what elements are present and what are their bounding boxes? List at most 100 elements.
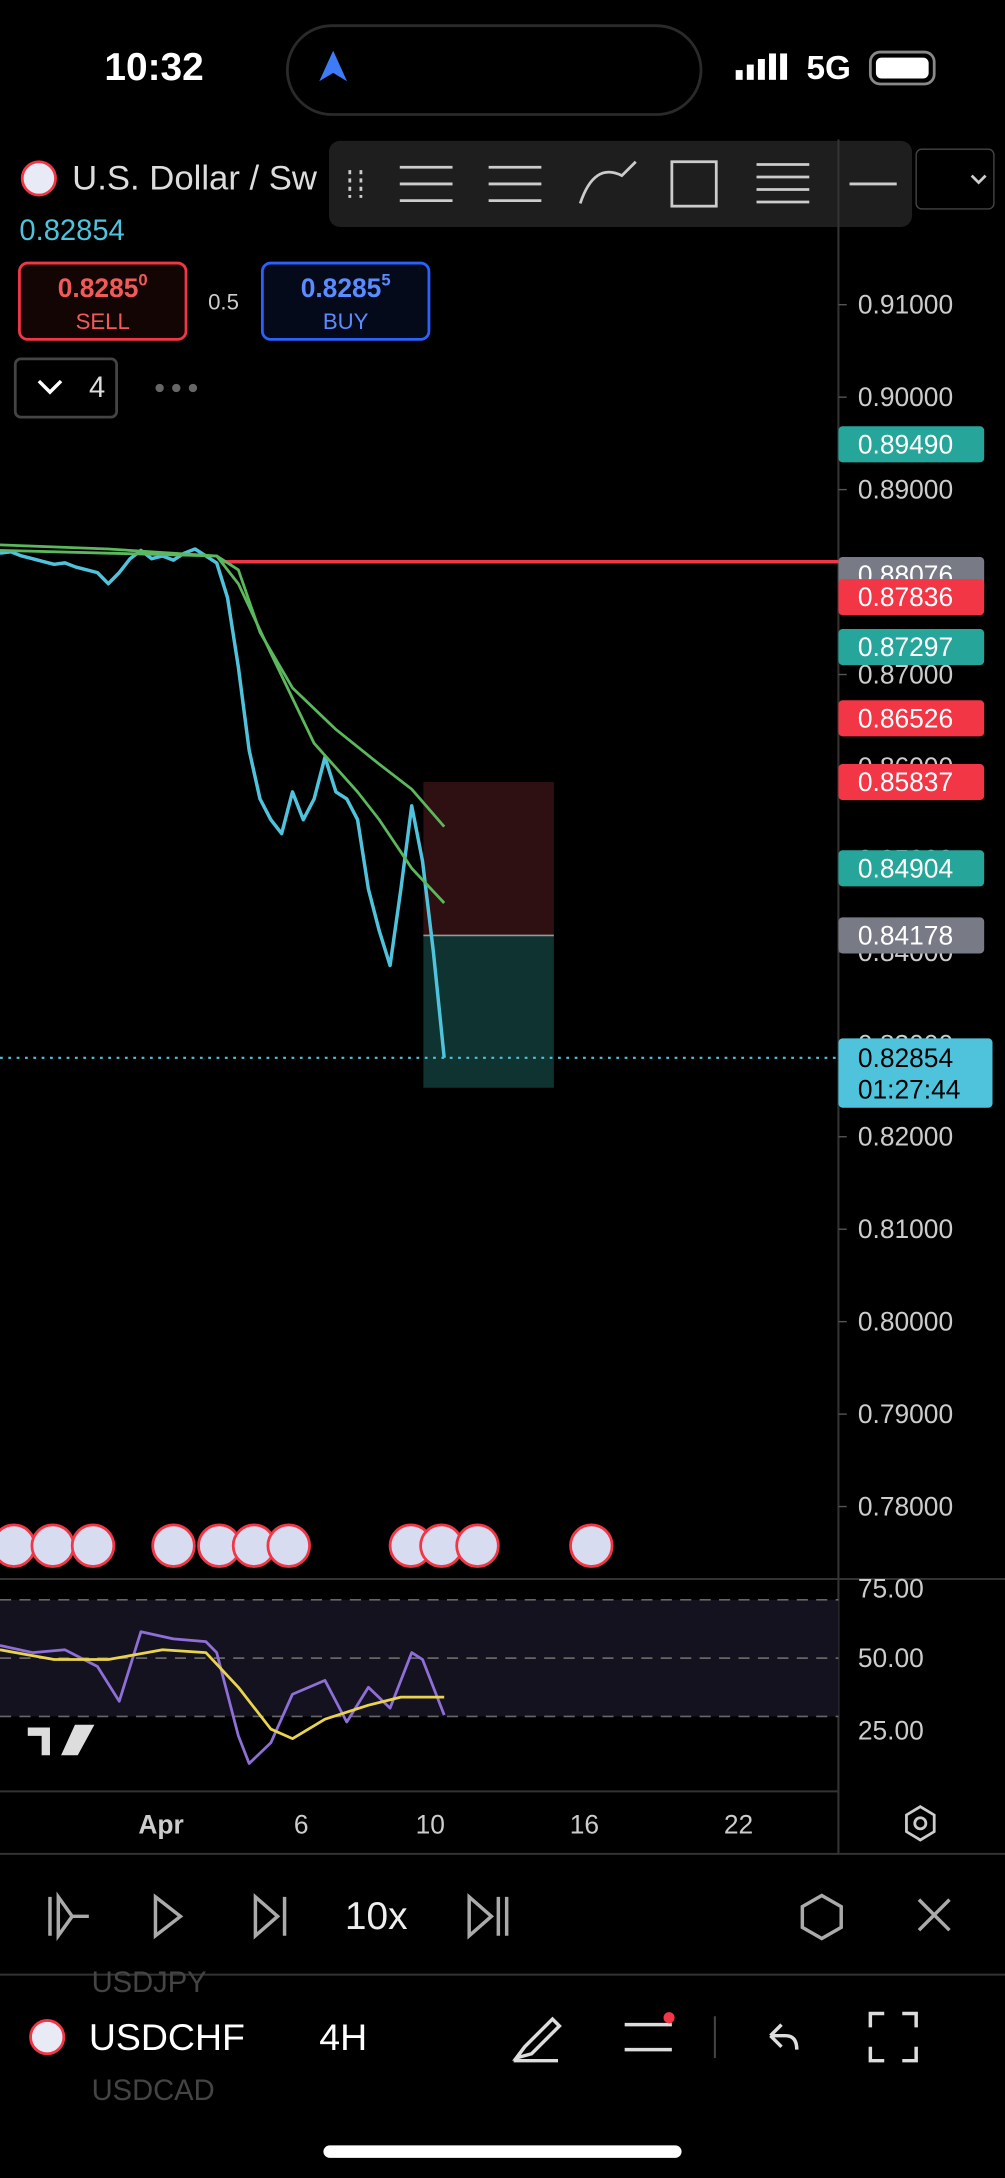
- price-badge-label: 0.87836: [858, 582, 953, 612]
- y-tick-label: 0.79000: [858, 1399, 953, 1429]
- y-tick-label: 0.91000: [858, 290, 953, 320]
- chevron: [970, 174, 987, 185]
- price-badge: [838, 700, 985, 737]
- indicator-count: 4: [89, 372, 105, 404]
- rsi-pane: 75.00 50.00 25.00: [0, 1574, 924, 1765]
- position-stop-zone: [423, 782, 554, 936]
- replay-speed[interactable]: 10x: [345, 1895, 408, 1938]
- interval[interactable]: 4H: [319, 2016, 367, 2058]
- series-line: [0, 549, 446, 904]
- more-dots[interactable]: [155, 383, 198, 393]
- x-tick-label: Apr: [138, 1810, 183, 1840]
- series-line: [0, 543, 446, 828]
- clock: 10:32: [104, 46, 203, 89]
- last-price: 0.82854: [19, 215, 124, 247]
- y-tick-label: 75.00: [858, 1574, 924, 1604]
- event-markers: [0, 1523, 614, 1568]
- y-tick-label: 0.81000: [858, 1214, 953, 1244]
- spread: 0.5: [208, 289, 239, 314]
- indicators-toggle[interactable]: [13, 357, 118, 419]
- tool-icon[interactable]: [670, 160, 718, 208]
- replay-settings[interactable]: [800, 1893, 843, 1941]
- price-badge: [838, 917, 985, 954]
- time-axis: Apr 6 10 16 22: [138, 1810, 753, 1840]
- price-badge-label: 0.86526: [858, 703, 953, 733]
- tv-logo: [27, 1724, 95, 1756]
- sell-button[interactable]: [18, 261, 188, 341]
- chevron: [37, 379, 63, 395]
- x-tick-label: 6: [294, 1810, 309, 1840]
- y-tick-label: 0.89000: [858, 475, 953, 505]
- price-badge: [838, 629, 985, 666]
- location-icon: [319, 50, 348, 82]
- indicators-button[interactable]: [624, 2022, 672, 2052]
- countdown: 01:27:44: [858, 1075, 961, 1105]
- buy-button[interactable]: [260, 261, 431, 341]
- series-line: [0, 1648, 445, 1741]
- fullscreen-button[interactable]: [868, 2011, 918, 2063]
- sell-price-main: 0.8285: [58, 273, 139, 303]
- buy-price: 0.82855: [301, 270, 391, 303]
- symbol[interactable]: USDCHF: [89, 2016, 245, 2058]
- replay-step[interactable]: [253, 1893, 287, 1940]
- symbol-name[interactable]: U.S. Dollar / Sw: [72, 159, 318, 197]
- signal-icon: [735, 53, 788, 80]
- replay-play[interactable]: [153, 1893, 184, 1940]
- position-target-zone: [423, 935, 554, 1088]
- price-badge: [838, 426, 985, 463]
- sell-price: 0.82850: [58, 270, 148, 303]
- price-badge-label: 0.85837: [858, 767, 953, 797]
- price-badge-label: 0.84178: [858, 920, 953, 950]
- y-tick-label: 0.78000: [858, 1492, 953, 1522]
- series-line: [0, 547, 446, 1058]
- buy-label: BUY: [323, 309, 369, 334]
- replay-start[interactable]: [48, 1891, 89, 1942]
- flag-icon: [20, 160, 57, 197]
- y-tick-label: 0.90000: [858, 382, 953, 412]
- x-tick-label: 16: [570, 1810, 599, 1840]
- draw-button[interactable]: [511, 2016, 562, 2063]
- replay-close[interactable]: [917, 1898, 951, 1932]
- buy-price-main: 0.8285: [301, 273, 382, 303]
- y-tick-label: 0.82000: [858, 1122, 953, 1152]
- tool-icon[interactable]: [578, 160, 637, 204]
- toolbar-bg: [328, 140, 912, 227]
- price-badge-label: 0.84904: [858, 853, 953, 883]
- dynamic-island: [285, 24, 703, 116]
- price-badge-label: 0.87297: [858, 632, 953, 662]
- drawing-toolbar: [328, 140, 995, 227]
- notification-dot: [663, 2012, 675, 2024]
- next-symbol[interactable]: USDCAD: [92, 2075, 215, 2107]
- settings-icon-center: [913, 1816, 928, 1831]
- x-tick-label: 10: [416, 1810, 445, 1840]
- price-badge: [838, 579, 985, 616]
- prev-symbol[interactable]: USDJPY: [92, 1967, 207, 1999]
- price-badge: [838, 850, 985, 887]
- series-line: [0, 1630, 446, 1765]
- buy-price-sup: 5: [381, 270, 390, 289]
- y-tick-label: 0.80000: [858, 1307, 953, 1337]
- tool-icon[interactable]: [756, 163, 810, 204]
- battery: [868, 50, 936, 86]
- x-tick-label: 22: [724, 1810, 753, 1840]
- last-price-label: 0.82854: [858, 1043, 953, 1073]
- settings-icon[interactable]: [905, 1805, 936, 1842]
- interval-dropdown[interactable]: [915, 148, 995, 210]
- y-tick-label: 25.00: [858, 1715, 924, 1745]
- tool-icon[interactable]: [488, 165, 542, 202]
- tool-icon[interactable]: [399, 165, 453, 202]
- replay-end[interactable]: [467, 1893, 509, 1940]
- network: 5G: [806, 50, 850, 87]
- last-price-badge: [838, 1038, 993, 1108]
- undo-button[interactable]: [769, 2023, 799, 2050]
- sell-price-sup: 0: [138, 270, 147, 289]
- price-badge: [838, 763, 985, 801]
- price-badge-label: 0.89490: [858, 429, 953, 459]
- price-pane: 0.910000.900000.890000.880000.870000.860…: [0, 290, 993, 1522]
- home-indicator: [323, 2145, 682, 2158]
- sell-label: SELL: [76, 309, 130, 334]
- flag-icon: [29, 2019, 66, 2056]
- battery-level: [875, 57, 929, 79]
